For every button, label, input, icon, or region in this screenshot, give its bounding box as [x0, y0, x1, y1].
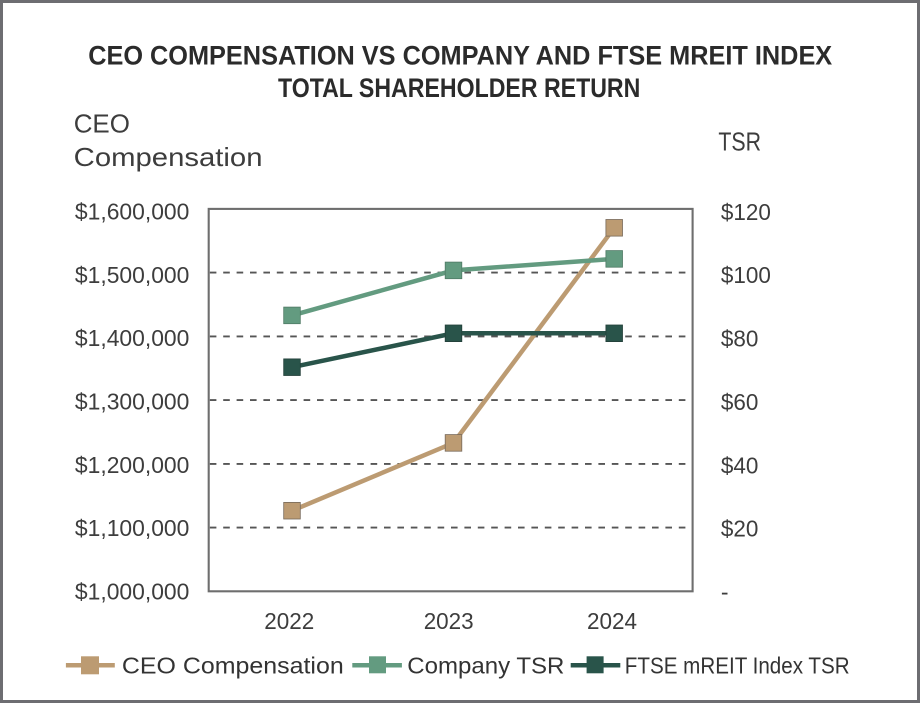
svg-text:FTSE mREIT Index TSR: FTSE mREIT Index TSR — [625, 653, 850, 679]
svg-text:TSR: TSR — [718, 126, 761, 156]
svg-text:-: - — [721, 579, 729, 605]
svg-text:2022: 2022 — [264, 608, 314, 634]
svg-text:$20: $20 — [721, 516, 759, 542]
svg-text:TOTAL SHAREHOLDER RETURN: TOTAL SHAREHOLDER RETURN — [278, 73, 640, 103]
svg-text:$1,600,000: $1,600,000 — [75, 198, 190, 224]
svg-text:Company TSR: Company TSR — [407, 653, 564, 679]
svg-text:$1,300,000: $1,300,000 — [75, 389, 190, 415]
svg-text:CEO: CEO — [74, 109, 130, 139]
svg-text:2023: 2023 — [424, 608, 474, 634]
svg-text:$1,500,000: $1,500,000 — [75, 262, 190, 288]
svg-text:$100: $100 — [721, 262, 771, 288]
svg-text:CEO Compensation: CEO Compensation — [122, 653, 344, 679]
svg-text:$1,100,000: $1,100,000 — [75, 515, 190, 541]
svg-text:$60: $60 — [721, 389, 759, 415]
svg-text:$40: $40 — [721, 452, 759, 478]
svg-text:$1,400,000: $1,400,000 — [75, 325, 190, 351]
svg-text:$120: $120 — [721, 199, 771, 225]
svg-text:Compensation: Compensation — [74, 142, 263, 172]
svg-text:$80: $80 — [721, 326, 759, 352]
svg-text:$1,200,000: $1,200,000 — [75, 452, 190, 478]
svg-text:CEO COMPENSATION VS COMPANY AN: CEO COMPENSATION VS COMPANY AND FTSE MRE… — [88, 41, 832, 71]
svg-text:$1,000,000: $1,000,000 — [75, 579, 190, 605]
svg-text:2024: 2024 — [587, 608, 637, 634]
